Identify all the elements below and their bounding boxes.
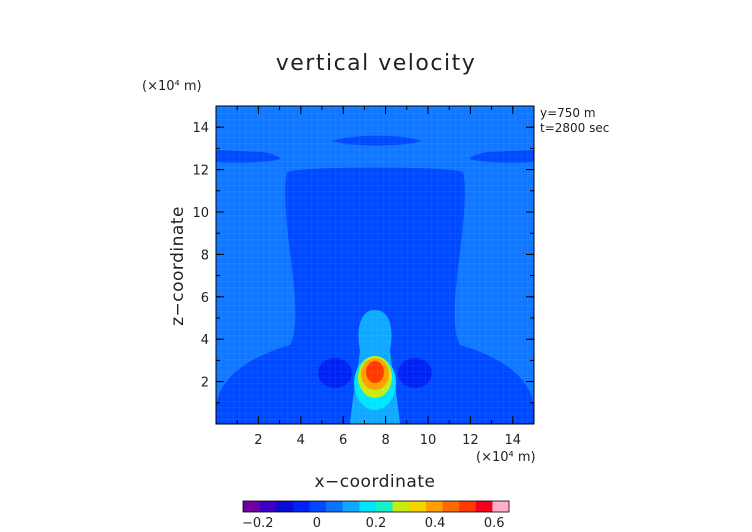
annotation-y: y=750 m	[540, 106, 596, 120]
x-tick-label: 6	[339, 433, 347, 448]
chart-title: vertical velocity	[276, 51, 477, 76]
x-tick-label: 14	[505, 433, 522, 448]
y-tick-label: 12	[192, 164, 209, 179]
colorbar-tick-label: −0.2	[242, 516, 274, 531]
annotation-t: t=2800 sec	[540, 121, 609, 135]
colorbar-swatch	[376, 501, 393, 512]
x-tick-label: 8	[381, 433, 389, 448]
y-axis-label: z−coordinate	[168, 206, 188, 326]
y-tick-label: 8	[201, 248, 209, 263]
grid-overlay	[216, 106, 534, 424]
plot-area	[216, 106, 534, 424]
colorbar-swatch	[442, 501, 460, 512]
colorbar-frame	[242, 500, 510, 513]
colorbar-swatch	[243, 501, 260, 512]
colorbar-swatch	[459, 501, 477, 512]
colorbar-swatch	[409, 501, 427, 512]
axes: 2 4 6 8 10 12 14 2 4 6 8 10 12 14	[192, 105, 535, 448]
colorbar-tick-label: 0.2	[366, 516, 387, 531]
y-tick-label: 6	[201, 291, 209, 306]
colorbar-swatch	[359, 501, 377, 512]
x-tick-label: 2	[254, 433, 262, 448]
colorbar: −0.2 0 0.2 0.4 0.6	[242, 500, 510, 531]
colorbar-swatch	[475, 501, 493, 512]
colorbar-swatch	[492, 501, 510, 512]
colorbar-swatch	[276, 501, 294, 512]
colorbar-swatch	[292, 501, 310, 512]
y-unit-label: (×10⁴ m)	[142, 79, 202, 94]
plot-frame	[215, 105, 535, 425]
y-tick-label: 2	[201, 376, 209, 391]
y-tick-label: 10	[192, 206, 209, 221]
x-tick-label: 10	[420, 433, 437, 448]
colorbar-swatch	[342, 501, 360, 512]
colorbar-swatch	[326, 501, 344, 512]
y-tick-label: 4	[201, 333, 209, 348]
colorbar-swatch	[425, 501, 443, 512]
x-unit-label: (×10⁴ m)	[476, 450, 536, 465]
colorbar-tick-label: 0	[313, 516, 321, 531]
colorbar-tick-label: 0.4	[425, 516, 446, 531]
colorbar-tick-label: 0.6	[484, 516, 505, 531]
x-tick-label: 4	[297, 433, 305, 448]
y-tick-label: 14	[192, 121, 209, 136]
colorbar-swatch	[259, 501, 277, 512]
x-axis-label: x−coordinate	[315, 472, 436, 492]
x-tick-label: 12	[462, 433, 479, 448]
colorbar-swatch	[392, 501, 410, 512]
colorbar-swatch	[309, 501, 327, 512]
